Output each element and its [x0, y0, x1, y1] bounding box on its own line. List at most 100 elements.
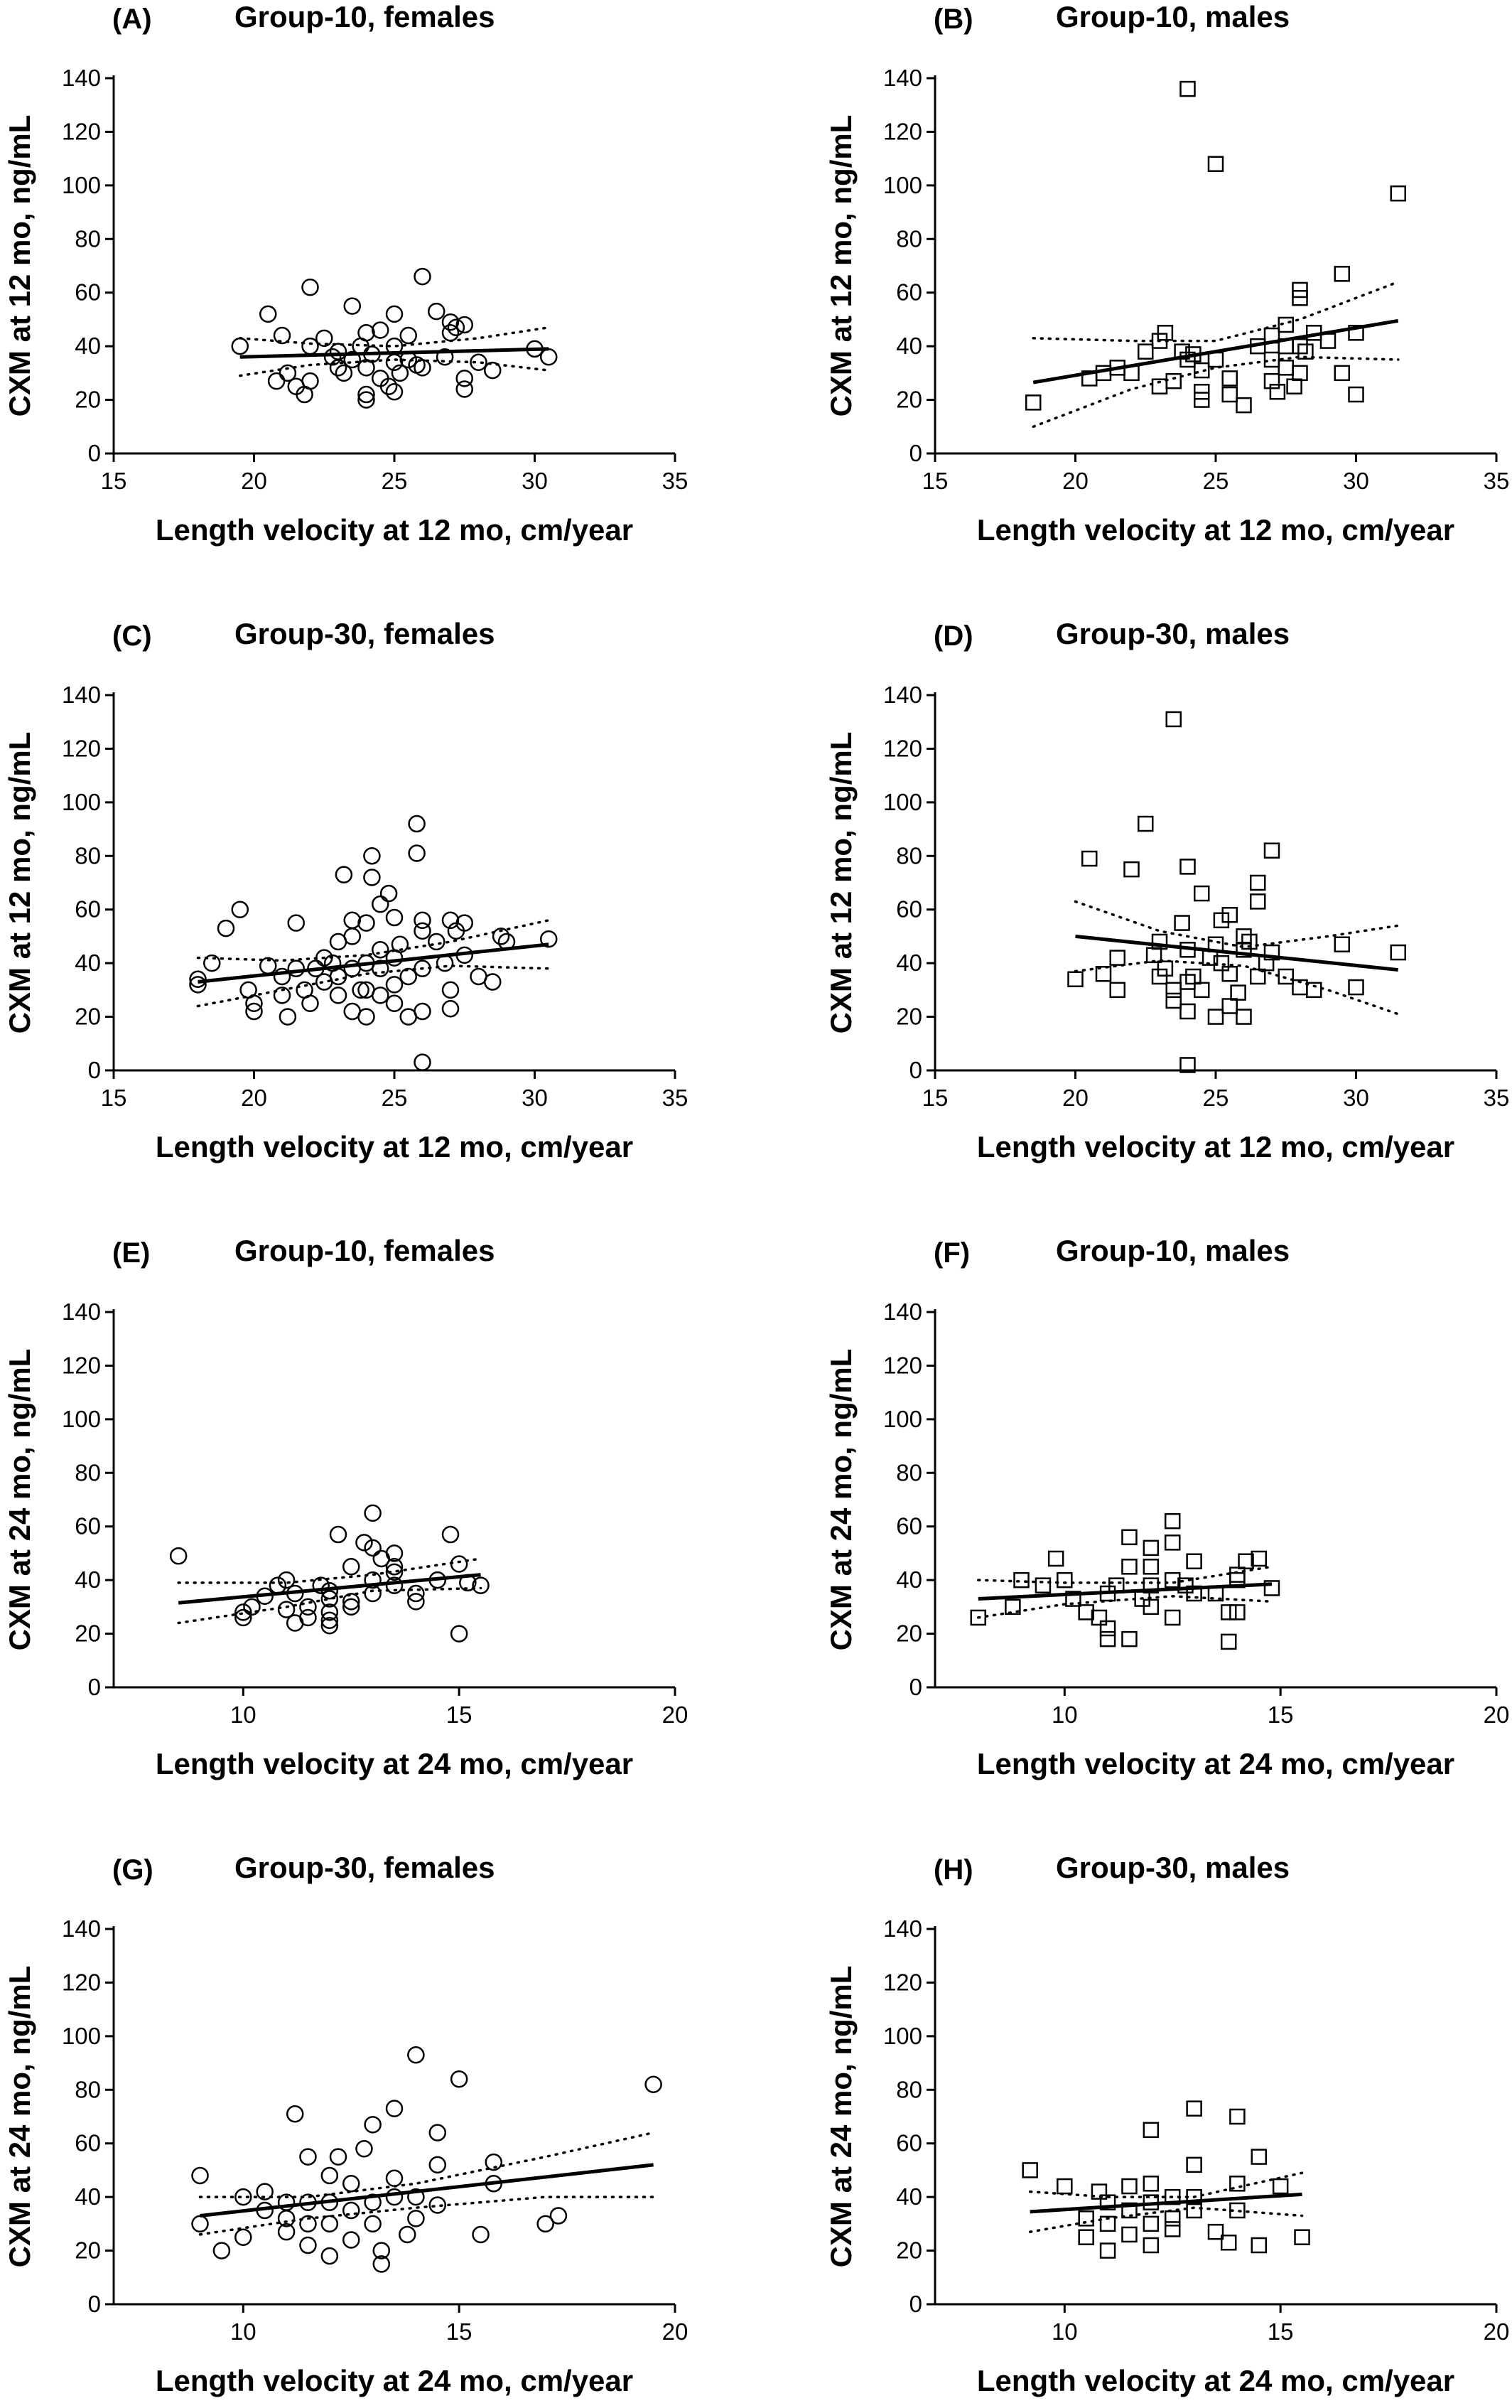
data-point	[277, 1601, 296, 1618]
data-point	[385, 1576, 404, 1594]
regression-line	[1075, 934, 1399, 972]
data-point	[342, 1558, 360, 1576]
data-point	[428, 302, 446, 321]
y-tick-label: 120	[883, 1352, 922, 1378]
data-point	[450, 1555, 468, 1573]
data-point	[1263, 944, 1280, 961]
data-point	[1185, 968, 1202, 985]
panel-letter: (D)	[934, 620, 973, 652]
data-point	[1164, 1512, 1181, 1530]
data-point	[342, 1598, 360, 1616]
data-point	[299, 2215, 317, 2233]
x-tick-label: 15	[1268, 1702, 1294, 1728]
panel-title: Group-30, males	[1056, 617, 1290, 650]
data-point	[1194, 392, 1210, 408]
data-point	[189, 976, 207, 994]
data-point	[1278, 360, 1294, 376]
y-tick-label: 0	[88, 2291, 101, 2317]
data-point	[1194, 885, 1210, 902]
data-point	[1047, 1550, 1064, 1567]
y-tick-label: 100	[62, 789, 101, 815]
data-point	[1213, 955, 1230, 972]
data-point	[301, 994, 319, 1012]
data-point	[1138, 343, 1154, 360]
data-point	[320, 1603, 339, 1621]
data-point	[372, 2242, 391, 2259]
y-tick-label: 0	[909, 2291, 922, 2317]
x-tick-label: 10	[230, 1702, 256, 1728]
data-point	[320, 2166, 339, 2185]
data-point	[540, 930, 558, 948]
x-tick-label: 20	[1484, 1702, 1510, 1728]
confidence-band-lower	[977, 1595, 1273, 1619]
data-point	[301, 278, 319, 296]
data-point	[1164, 1571, 1181, 1589]
regression-line	[978, 1582, 1273, 1601]
data-point	[644, 2075, 662, 2093]
data-point	[1306, 982, 1322, 999]
data-point	[277, 1571, 296, 1589]
data-point	[1121, 2226, 1138, 2243]
y-tick-label: 40	[896, 950, 922, 976]
y-axis-label: CXM at 12 mo, ng/mL	[824, 732, 858, 1034]
data-point	[1263, 842, 1280, 859]
regression-line	[1030, 2192, 1302, 2214]
y-tick-label: 80	[75, 842, 101, 869]
panel-title: Group-10, females	[234, 1234, 495, 1267]
data-point	[234, 1603, 252, 1621]
data-point	[1229, 1566, 1246, 1583]
data-point	[399, 967, 417, 986]
data-point	[357, 385, 375, 404]
y-tick-label: 0	[88, 1057, 101, 1083]
data-point	[1165, 982, 1182, 999]
y-tick-label: 20	[896, 1004, 922, 1030]
data-point	[343, 911, 361, 930]
data-point	[1165, 711, 1182, 728]
data-point	[414, 1053, 431, 1071]
data-point	[1263, 351, 1280, 368]
data-point	[379, 884, 398, 903]
data-point	[1109, 950, 1125, 966]
data-point	[1143, 1539, 1160, 1557]
panel-letter: (C)	[112, 620, 152, 652]
data-point	[1081, 850, 1098, 867]
data-point	[385, 976, 404, 994]
y-tick-label: 100	[62, 172, 101, 198]
data-point	[231, 337, 249, 355]
data-point	[1236, 1009, 1252, 1025]
x-tick-label: 35	[1484, 468, 1510, 494]
y-tick-label: 60	[896, 896, 922, 923]
x-tick-label: 20	[662, 1702, 688, 1728]
data-point	[1099, 2194, 1116, 2210]
data-point	[1286, 378, 1302, 394]
data-point	[1229, 2108, 1246, 2125]
y-tick-label: 0	[909, 1674, 922, 1700]
data-point	[342, 2201, 360, 2220]
data-point	[234, 2188, 252, 2206]
y-tick-label: 40	[75, 950, 101, 976]
data-point	[1157, 960, 1174, 977]
y-tick-label: 140	[62, 1915, 101, 1942]
data-point	[1164, 1534, 1181, 1551]
data-point	[1099, 1630, 1116, 1648]
data-point	[484, 361, 502, 380]
data-point	[243, 1598, 261, 1616]
data-point	[385, 383, 404, 401]
scatter-panel: (F) Group-10, males 0 20 40 60 80 100 120 140 10 15…	[824, 1234, 1509, 1780]
y-tick-label: 60	[896, 279, 922, 306]
confidence-band-lower	[239, 358, 551, 377]
data-point	[363, 847, 381, 865]
y-tick-label: 0	[909, 440, 922, 466]
data-point	[385, 2169, 404, 2187]
x-axis-label: Length velocity at 24 mo, cm/year	[977, 1747, 1454, 1780]
data-point	[1151, 933, 1168, 950]
data-point	[1319, 333, 1336, 349]
y-tick-label: 100	[883, 172, 922, 198]
data-point	[299, 1598, 317, 1616]
y-tick-label: 0	[88, 440, 101, 466]
data-point	[436, 348, 454, 366]
x-tick-label: 15	[1268, 2318, 1294, 2345]
data-point	[342, 2231, 360, 2249]
data-point	[259, 305, 277, 323]
data-point	[315, 329, 333, 348]
